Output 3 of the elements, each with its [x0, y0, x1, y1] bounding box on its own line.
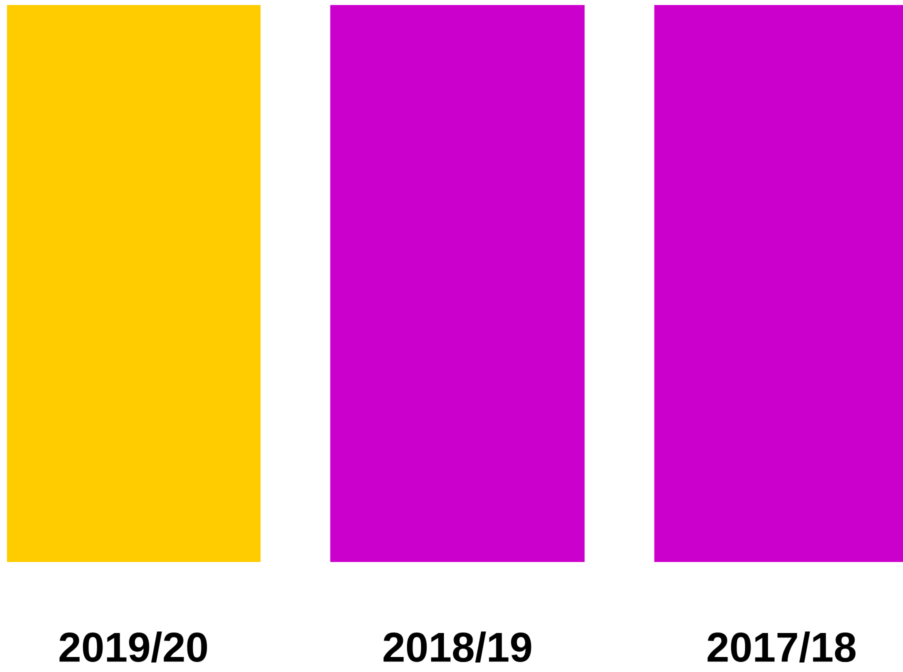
x-tick-label: 2017/18	[708, 631, 856, 662]
x-tick-label: 2018/19	[384, 631, 532, 662]
x-tick-label: 2019/20	[60, 631, 207, 662]
